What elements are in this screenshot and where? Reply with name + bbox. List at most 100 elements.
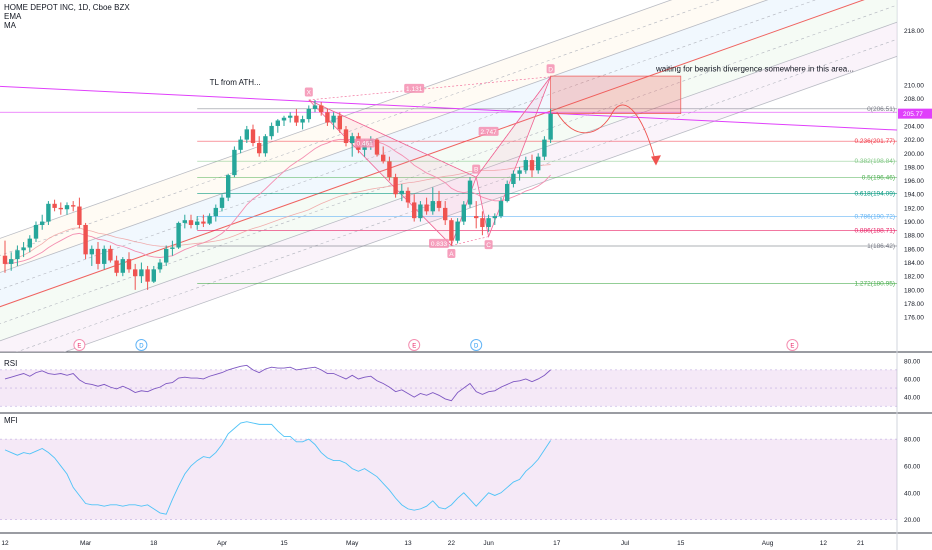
candle-body — [21, 247, 26, 251]
candle-body — [281, 117, 287, 121]
mfi-tick-label: 40.00 — [904, 490, 921, 497]
main-plot — [0, 0, 932, 352]
pitchfork-zone — [0, 0, 932, 343]
rsi-tick-label: 40.00 — [904, 395, 921, 402]
mfi-pane-title: MFI — [4, 416, 18, 425]
indicator-ema-label[interactable]: EMA — [4, 12, 22, 21]
price-tick-label: 178.00 — [904, 301, 924, 308]
event-marker-label: D — [474, 343, 479, 349]
candle-body — [523, 160, 528, 171]
projected-path — [556, 104, 657, 164]
harmonic-point-C — [484, 240, 493, 250]
indicator-ma-label[interactable]: MA — [4, 21, 16, 30]
pitchfork-line — [0, 0, 720, 256]
candle-body — [486, 218, 491, 228]
candle-body — [350, 136, 355, 144]
candle-body — [151, 269, 156, 282]
projected-path-arrow — [651, 155, 661, 166]
event-marker-earnings — [73, 339, 86, 351]
last-price-label: 205.77 — [903, 111, 923, 118]
candle-body — [15, 250, 20, 260]
event-marker-earnings — [786, 339, 799, 351]
fib-level-label: 0(206.51) — [867, 106, 895, 113]
event-marker-dividend — [135, 339, 148, 351]
harmonic-ratio-badge — [478, 126, 499, 136]
candle-body — [424, 204, 429, 212]
price-tick-label: 182.00 — [904, 274, 924, 281]
candle-body — [164, 248, 169, 263]
candle-body — [306, 108, 311, 120]
candle-body — [2, 255, 8, 264]
candle-body — [275, 120, 280, 126]
event-marker-earnings — [408, 339, 421, 351]
candle-body — [219, 197, 225, 208]
candle-body — [77, 206, 82, 225]
candle-body — [27, 238, 32, 248]
candle-body — [226, 175, 231, 198]
candle-body — [455, 221, 460, 241]
harmonic-point-D — [546, 64, 555, 74]
price-tick-label: 196.00 — [904, 178, 924, 185]
candle-body — [529, 160, 535, 171]
rsi-pane-title: RSI — [4, 359, 18, 368]
candle-body — [319, 105, 324, 113]
harmonic-point-label: X — [307, 89, 312, 96]
candle-body — [300, 119, 305, 123]
time-tick-label: 15 — [280, 540, 288, 547]
price-tick-label: 192.00 — [904, 205, 924, 212]
candle-body — [33, 224, 39, 239]
symbol-title: HOME DEPOT INC, 1D, Cboe BZX — [4, 3, 130, 12]
time-tick-label: Jun — [483, 540, 494, 547]
candle-body — [449, 220, 454, 241]
candle-body — [133, 269, 138, 277]
fib-level-label: 0.786(190.72) — [855, 214, 895, 221]
candle-body — [374, 139, 380, 155]
candle-body — [418, 204, 423, 219]
candle-body — [263, 136, 268, 154]
mfi-line — [4, 421, 551, 515]
harmonic-ratio-badge — [429, 238, 449, 248]
candle-body — [257, 143, 262, 154]
candle-body — [139, 269, 144, 277]
candle-body — [430, 201, 435, 212]
candle-body — [288, 115, 293, 118]
pitchfork-line — [15, 38, 897, 352]
candle-body — [343, 129, 349, 144]
price-tick-label: 204.00 — [904, 123, 924, 130]
pitchfork-line — [0, 0, 769, 273]
harmonic-ratio-line — [308, 99, 477, 178]
candle-body — [64, 205, 70, 210]
candle-body — [325, 112, 330, 123]
candle-body — [337, 115, 342, 130]
mfi-band — [0, 439, 897, 520]
candle-body — [461, 204, 466, 222]
candle-body — [157, 262, 163, 270]
time-tick-label: Jul — [621, 540, 630, 547]
price-tick-label: 186.00 — [904, 246, 924, 253]
candle-body — [102, 248, 107, 264]
fib-level-label: 0.886(188.71) — [855, 227, 895, 234]
fib-level-label: 1(186.42) — [867, 243, 895, 250]
candle-body — [250, 129, 256, 144]
candle-body — [312, 105, 318, 109]
candle-body — [443, 207, 448, 221]
harmonic-point-X — [304, 87, 313, 97]
harmonic-point-label: C — [486, 242, 491, 249]
fib-level-label: 0.618(194.09) — [855, 191, 895, 198]
price-tick-label: 194.00 — [904, 192, 924, 199]
price-tick-label: 184.00 — [904, 260, 924, 267]
harmonic-ratio-label: 0.833 — [431, 241, 448, 248]
time-tick-label: 18 — [150, 540, 158, 547]
price-tick-label: 198.00 — [904, 164, 924, 171]
time-tick-label: 21 — [857, 540, 865, 547]
candle-body — [269, 125, 274, 137]
harmonic-ratio-line — [308, 76, 551, 101]
harmonic-ratio-label: 0.461 — [356, 141, 373, 148]
candle-body — [207, 216, 212, 224]
candle-body — [201, 221, 206, 224]
candle-body — [511, 173, 516, 184]
time-tick-label: 17 — [553, 540, 561, 547]
candle-body — [331, 115, 336, 123]
candle-body — [95, 248, 101, 264]
